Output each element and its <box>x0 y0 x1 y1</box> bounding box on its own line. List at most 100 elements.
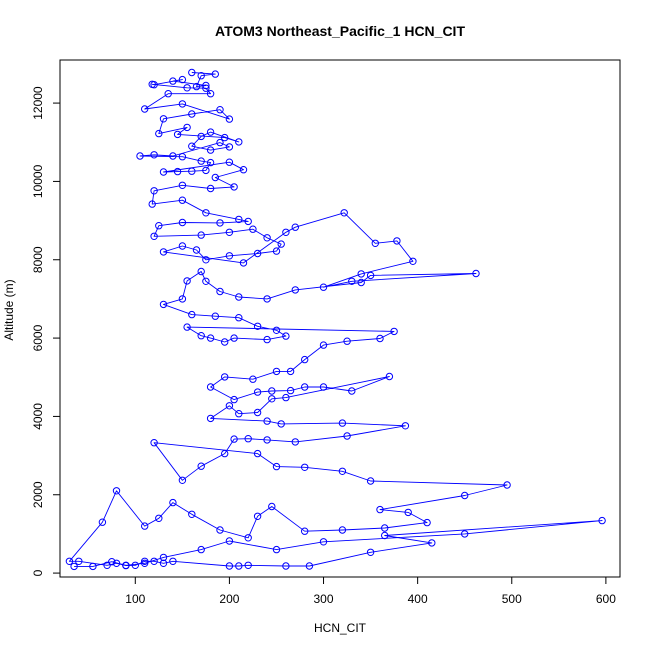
data-point <box>253 512 262 520</box>
data-point <box>183 123 191 132</box>
series-line <box>68 72 603 567</box>
data-point <box>211 173 220 182</box>
data-point <box>253 449 262 458</box>
data-point <box>197 462 205 470</box>
data-point <box>169 498 177 507</box>
data-point <box>282 393 290 402</box>
data-point <box>202 256 210 264</box>
data-point <box>141 557 149 565</box>
data-point <box>202 277 210 285</box>
data-point <box>225 562 234 570</box>
data-point <box>235 138 243 146</box>
data-point <box>286 386 295 395</box>
data-point <box>381 524 389 532</box>
data-point <box>376 334 384 343</box>
data-point <box>366 477 375 485</box>
data-point <box>225 537 234 545</box>
data-point <box>401 422 410 430</box>
data-point <box>277 240 285 248</box>
data-point <box>141 105 149 113</box>
data-point <box>282 332 290 340</box>
data-point <box>211 312 220 320</box>
data-point <box>235 314 243 322</box>
data-point <box>192 82 201 91</box>
data-point <box>301 383 309 391</box>
chart-title: ATOM3 Northeast_Pacific_1 HCN_CIT <box>215 23 465 39</box>
data-point <box>301 527 309 535</box>
data-point <box>178 75 187 84</box>
data-point <box>178 476 187 484</box>
data-point <box>291 223 299 231</box>
data-point <box>393 237 401 245</box>
data-point <box>286 367 295 376</box>
x-tick-label: 200 <box>219 592 239 606</box>
data-point <box>155 129 163 138</box>
data-point <box>268 502 276 511</box>
x-tick-label: 600 <box>596 592 616 606</box>
data-point <box>221 449 229 458</box>
y-axis: 0 2000 4000 6000 8000 10000 12000 <box>31 86 61 576</box>
data-point <box>206 90 215 98</box>
data-point <box>159 248 168 256</box>
data-point <box>178 196 187 204</box>
data-point <box>263 436 271 444</box>
data-point <box>197 132 205 141</box>
data-point <box>206 128 215 136</box>
data-point <box>348 387 356 395</box>
data-point <box>216 526 224 534</box>
data-point <box>244 561 252 569</box>
y-tick-label: 2000 <box>31 481 45 508</box>
data-point <box>206 184 215 193</box>
data-point <box>150 187 158 195</box>
data-point <box>409 257 417 265</box>
data-point <box>225 252 234 260</box>
data-point <box>319 283 328 291</box>
y-tick-label: 8000 <box>31 246 45 273</box>
data-point <box>598 516 606 525</box>
data-point <box>206 383 215 391</box>
data-point <box>150 151 158 159</box>
data-point <box>268 395 276 403</box>
data-point <box>150 439 158 447</box>
data-point <box>221 133 229 142</box>
data-point <box>272 247 281 255</box>
data-point <box>301 463 309 471</box>
data-point <box>348 277 356 285</box>
data-point <box>178 242 187 250</box>
x-tick-label: 500 <box>502 592 522 606</box>
data-point <box>263 234 271 242</box>
data-point <box>225 402 234 410</box>
data-point <box>230 183 238 191</box>
data-point <box>148 200 156 208</box>
data-point <box>249 375 257 383</box>
data-point <box>188 68 196 77</box>
data-point <box>178 100 187 108</box>
data-point <box>244 534 252 542</box>
data-point <box>216 287 224 296</box>
y-tick-label: 12000 <box>31 86 45 120</box>
data-point <box>192 246 201 254</box>
data-point <box>338 419 347 427</box>
data-point <box>206 146 215 154</box>
data-point <box>89 562 97 571</box>
data-point <box>173 167 182 176</box>
data-point <box>253 408 262 417</box>
data-point <box>159 553 168 562</box>
data-point <box>390 327 398 336</box>
data-point <box>202 209 210 217</box>
data-point <box>357 270 365 278</box>
data-point <box>371 239 379 248</box>
data-point <box>272 326 281 334</box>
data-point <box>169 557 177 565</box>
data-point <box>206 158 215 167</box>
data-point <box>249 225 257 233</box>
data-point <box>183 277 191 285</box>
data-point <box>202 84 210 92</box>
data-point <box>75 557 83 565</box>
data-point <box>148 80 156 89</box>
data-point <box>150 557 158 565</box>
data-point <box>188 142 196 150</box>
data-point <box>263 295 271 303</box>
data-point <box>282 228 290 237</box>
